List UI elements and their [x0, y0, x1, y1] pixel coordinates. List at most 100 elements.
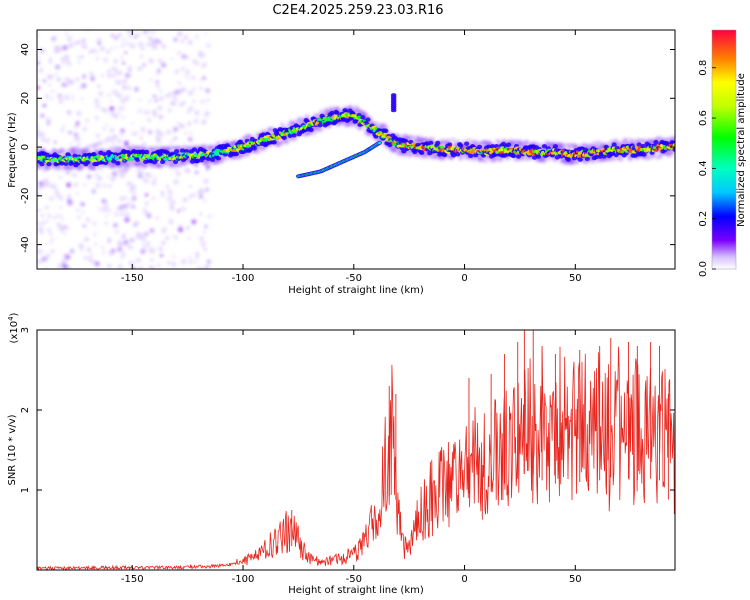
ridge-halo	[537, 142, 542, 147]
colorbar-ticks: 0.0 0.2 0.4 0.6 0.8	[698, 60, 716, 277]
noise-point	[71, 94, 75, 97]
ridge-halo	[280, 122, 285, 127]
noise-point	[80, 55, 84, 59]
noise-point	[113, 223, 118, 228]
noise-point	[137, 173, 143, 179]
noise-point	[154, 38, 159, 44]
noise-point	[173, 136, 177, 141]
ridge-cell	[505, 142, 512, 147]
noise-point	[105, 222, 108, 226]
noise-point	[137, 66, 143, 72]
noise-point	[55, 214, 59, 218]
noise-point	[151, 196, 156, 201]
noise-point	[187, 39, 193, 46]
ridge-cell	[447, 142, 453, 147]
noise-point	[157, 69, 161, 73]
noise-point	[100, 73, 105, 77]
noise-point	[144, 211, 149, 216]
noise-point	[113, 68, 118, 73]
y-tick-label: -20	[20, 188, 31, 204]
ridge-halo	[324, 108, 330, 112]
noise-point	[99, 45, 105, 52]
noise-point	[201, 119, 207, 124]
noise-point	[166, 260, 172, 265]
noise-point	[171, 95, 176, 100]
ridge-cell	[291, 133, 297, 138]
noise-point	[120, 133, 124, 137]
noise-point	[199, 266, 203, 269]
noise-point	[49, 97, 53, 101]
ridge-cell	[510, 153, 517, 159]
spike-cell	[390, 93, 397, 97]
ridge-halo	[109, 147, 114, 152]
noise-point	[192, 99, 196, 103]
noise-point	[110, 111, 116, 117]
noise-point	[152, 94, 157, 99]
noise-point	[120, 171, 126, 177]
noise-point	[107, 237, 112, 242]
noise-point	[135, 257, 141, 263]
noise-point	[147, 246, 151, 250]
ridge-cell	[172, 159, 179, 165]
noise-point	[143, 206, 147, 210]
noise-point	[111, 135, 117, 141]
noise-point	[95, 182, 101, 189]
noise-point	[105, 123, 108, 127]
noise-point	[138, 266, 144, 269]
ridge-halo	[409, 135, 415, 139]
noise-point	[161, 43, 167, 49]
noise-point	[108, 184, 113, 188]
ridge-cell	[365, 117, 371, 122]
noise-point	[177, 81, 182, 85]
ridge-cell	[428, 140, 434, 146]
noise-point	[117, 106, 122, 110]
noise-point	[51, 89, 55, 94]
noise-point	[127, 65, 132, 70]
colorbar-tick-label: 0.0	[698, 261, 709, 277]
noise-point	[71, 98, 74, 101]
noise-point	[121, 241, 126, 245]
noise-point	[122, 38, 126, 42]
noise-point	[185, 168, 191, 174]
noise-point	[65, 170, 70, 175]
ridge-cell	[565, 157, 571, 162]
noise-point	[180, 39, 185, 44]
ridge-cell	[541, 144, 548, 149]
noise-point	[42, 103, 47, 108]
noise-point	[148, 99, 152, 103]
noise-point	[68, 130, 73, 135]
noise-point	[168, 219, 174, 225]
noise-point	[188, 259, 193, 264]
ridge-halo	[79, 165, 85, 170]
ridge-cell	[412, 149, 418, 155]
noise-point	[47, 228, 52, 233]
ridge-cell	[458, 143, 464, 148]
ridge-halo	[474, 140, 479, 145]
noise-point	[101, 206, 107, 213]
noise-point	[66, 182, 72, 188]
noise-point	[76, 56, 80, 60]
ridge-cell	[215, 156, 222, 161]
noise-point	[155, 84, 160, 89]
noise-point	[96, 84, 101, 89]
noise-point	[60, 128, 65, 133]
noise-point	[204, 113, 208, 118]
noise-point	[174, 168, 178, 173]
noise-point	[166, 198, 171, 202]
noise-point	[120, 128, 125, 133]
noise-point	[63, 253, 69, 259]
noise-point	[206, 43, 211, 48]
noise-point	[173, 126, 179, 132]
noise-point	[57, 95, 61, 99]
noise-point	[75, 182, 78, 186]
noise-point	[108, 250, 114, 256]
ridge-cell	[179, 148, 186, 153]
y-tick-label: 1	[20, 487, 31, 493]
noise-point	[160, 62, 167, 68]
noise-point	[44, 266, 48, 269]
ridge-halo	[623, 138, 629, 142]
ridge-halo	[154, 145, 159, 150]
noise-point	[37, 248, 43, 255]
noise-point	[37, 132, 42, 138]
ridge-cell	[260, 132, 266, 137]
